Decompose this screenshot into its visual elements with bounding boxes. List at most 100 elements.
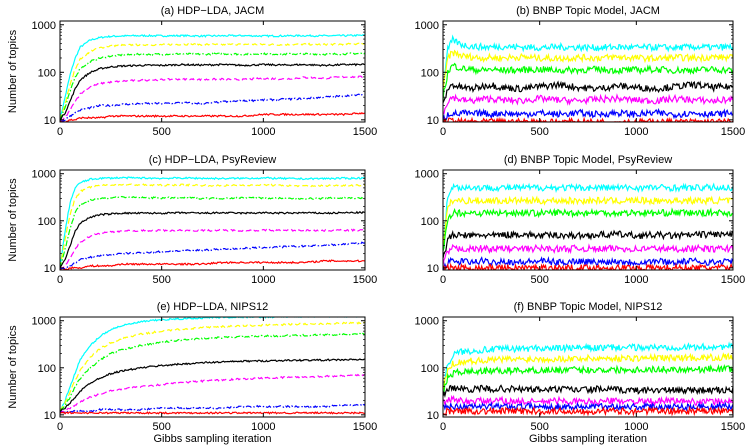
x-tick-label: 0 — [57, 126, 63, 138]
plot-frame — [59, 169, 366, 271]
series-line-6 — [443, 401, 733, 413]
y-tick-label: 1000 — [32, 316, 56, 328]
plot-frame — [59, 20, 366, 123]
series-group — [60, 176, 365, 270]
series-line-6 — [60, 241, 365, 270]
series-group — [443, 182, 733, 270]
series-line-2 — [60, 183, 365, 269]
series-line-7 — [60, 411, 365, 415]
plot-frame — [442, 316, 734, 418]
chart-title: (f) BNBP Topic Model, NIPS12 — [514, 301, 663, 313]
x-tick-label: 500 — [530, 126, 548, 138]
series-line-4 — [443, 384, 733, 398]
series-line-3 — [60, 52, 365, 121]
x-tick-label: 1000 — [251, 421, 275, 433]
series-line-3 — [60, 332, 365, 411]
series-group — [60, 317, 365, 415]
series-line-1 — [443, 341, 733, 390]
series-group — [443, 34, 733, 122]
series-line-7 — [443, 405, 733, 417]
series-line-5 — [443, 93, 733, 115]
y-axis-label: Number of topics — [7, 178, 19, 262]
x-tick-label: 500 — [530, 421, 548, 433]
y-tick-label: 100 — [38, 67, 56, 79]
y-tick-label: 10 — [44, 410, 56, 422]
series-line-6 — [60, 93, 365, 122]
y-tick-label: 100 — [421, 67, 439, 79]
y-tick-label: 1000 — [415, 316, 439, 328]
chart-panel-5: (e) HDP−LDA, NIPS12 0 500 1000 1500 10 100 1000… — [7, 301, 377, 445]
series-line-4 — [60, 358, 365, 413]
x-tick-label: 0 — [440, 126, 446, 138]
series-line-6 — [60, 403, 365, 414]
series-line-1 — [443, 34, 733, 86]
series-line-3 — [60, 195, 365, 269]
plot-frame — [442, 20, 734, 123]
y-tick-label: 1000 — [415, 20, 439, 32]
x-tick-label: 1500 — [721, 421, 745, 433]
x-tick-label: 0 — [57, 421, 63, 433]
series-line-2 — [443, 352, 733, 390]
series-line-6 — [443, 256, 733, 270]
y-tick-label: 10 — [427, 115, 439, 127]
chart-title: (a) HDP−LDA, JACM — [161, 5, 265, 17]
series-line-6 — [443, 107, 733, 122]
y-axis-label: Number of topics — [7, 325, 19, 409]
series-line-5 — [60, 373, 365, 414]
series-line-5 — [60, 75, 365, 122]
x-tick-label: 1500 — [353, 126, 377, 138]
series-line-7 — [60, 111, 365, 122]
x-axis-label: Gibbs sampling iteration — [153, 433, 271, 445]
series-line-2 — [443, 49, 733, 92]
series-line-4 — [60, 62, 365, 122]
series-line-7 — [443, 116, 733, 122]
series-line-4 — [443, 229, 733, 259]
x-tick-label: 0 — [440, 274, 446, 286]
y-tick-label: 10 — [44, 115, 56, 127]
series-line-4 — [443, 80, 733, 103]
chart-title: (e) HDP−LDA, NIPS12 — [157, 301, 269, 313]
x-tick-label: 500 — [152, 421, 170, 433]
plot-frame — [442, 169, 734, 271]
chart-panel-1: (a) HDP−LDA, JACM 0 500 1000 1500 10 100 1000 Nu… — [7, 5, 377, 138]
series-group — [443, 341, 733, 417]
series-line-5 — [443, 243, 733, 266]
chart-title: (b) BNBP Topic Model, JACM — [516, 5, 660, 17]
series-line-3 — [443, 207, 733, 252]
series-line-1 — [60, 33, 365, 121]
x-tick-label: 1500 — [721, 126, 745, 138]
series-group — [60, 33, 365, 122]
chart-panel-4: (d) BNBP Topic Model, PsyReview 0 500 1000 1… — [415, 154, 746, 286]
x-tick-label: 1000 — [624, 421, 648, 433]
y-axis-label: Number of topics — [7, 29, 19, 113]
y-tick-label: 100 — [421, 216, 439, 228]
y-tick-label: 100 — [38, 216, 56, 228]
y-tick-label: 1000 — [32, 20, 56, 32]
x-tick-label: 500 — [530, 274, 548, 286]
series-line-3 — [443, 363, 733, 395]
chart-panel-3: (c) HDP−LDA, PsyReview 0 500 1000 1500 10 100 1… — [7, 154, 377, 286]
x-tick-label: 0 — [440, 421, 446, 433]
y-tick-label: 10 — [427, 263, 439, 275]
series-line-4 — [60, 210, 365, 268]
x-tick-label: 1500 — [721, 274, 745, 286]
y-tick-label: 1000 — [32, 169, 56, 181]
series-line-7 — [443, 262, 733, 270]
series-line-2 — [60, 42, 365, 121]
y-tick-label: 100 — [421, 363, 439, 375]
plot-frame — [59, 316, 366, 418]
x-tick-label: 1000 — [624, 274, 648, 286]
x-tick-label: 0 — [57, 274, 63, 286]
x-tick-label: 500 — [152, 274, 170, 286]
series-line-2 — [443, 195, 733, 248]
chart-title: (c) HDP−LDA, PsyReview — [149, 154, 277, 166]
series-line-1 — [60, 317, 365, 412]
chart-panel-2: (b) BNBP Topic Model, JACM 0 500 1000 1500 10… — [415, 5, 746, 138]
x-tick-label: 1000 — [251, 274, 275, 286]
series-line-5 — [443, 394, 733, 407]
series-line-7 — [60, 259, 365, 270]
series-line-1 — [443, 182, 733, 249]
x-tick-label: 1500 — [353, 421, 377, 433]
chart-panel-6: (f) BNBP Topic Model, NIPS12 0 500 1000 1500… — [415, 301, 746, 445]
